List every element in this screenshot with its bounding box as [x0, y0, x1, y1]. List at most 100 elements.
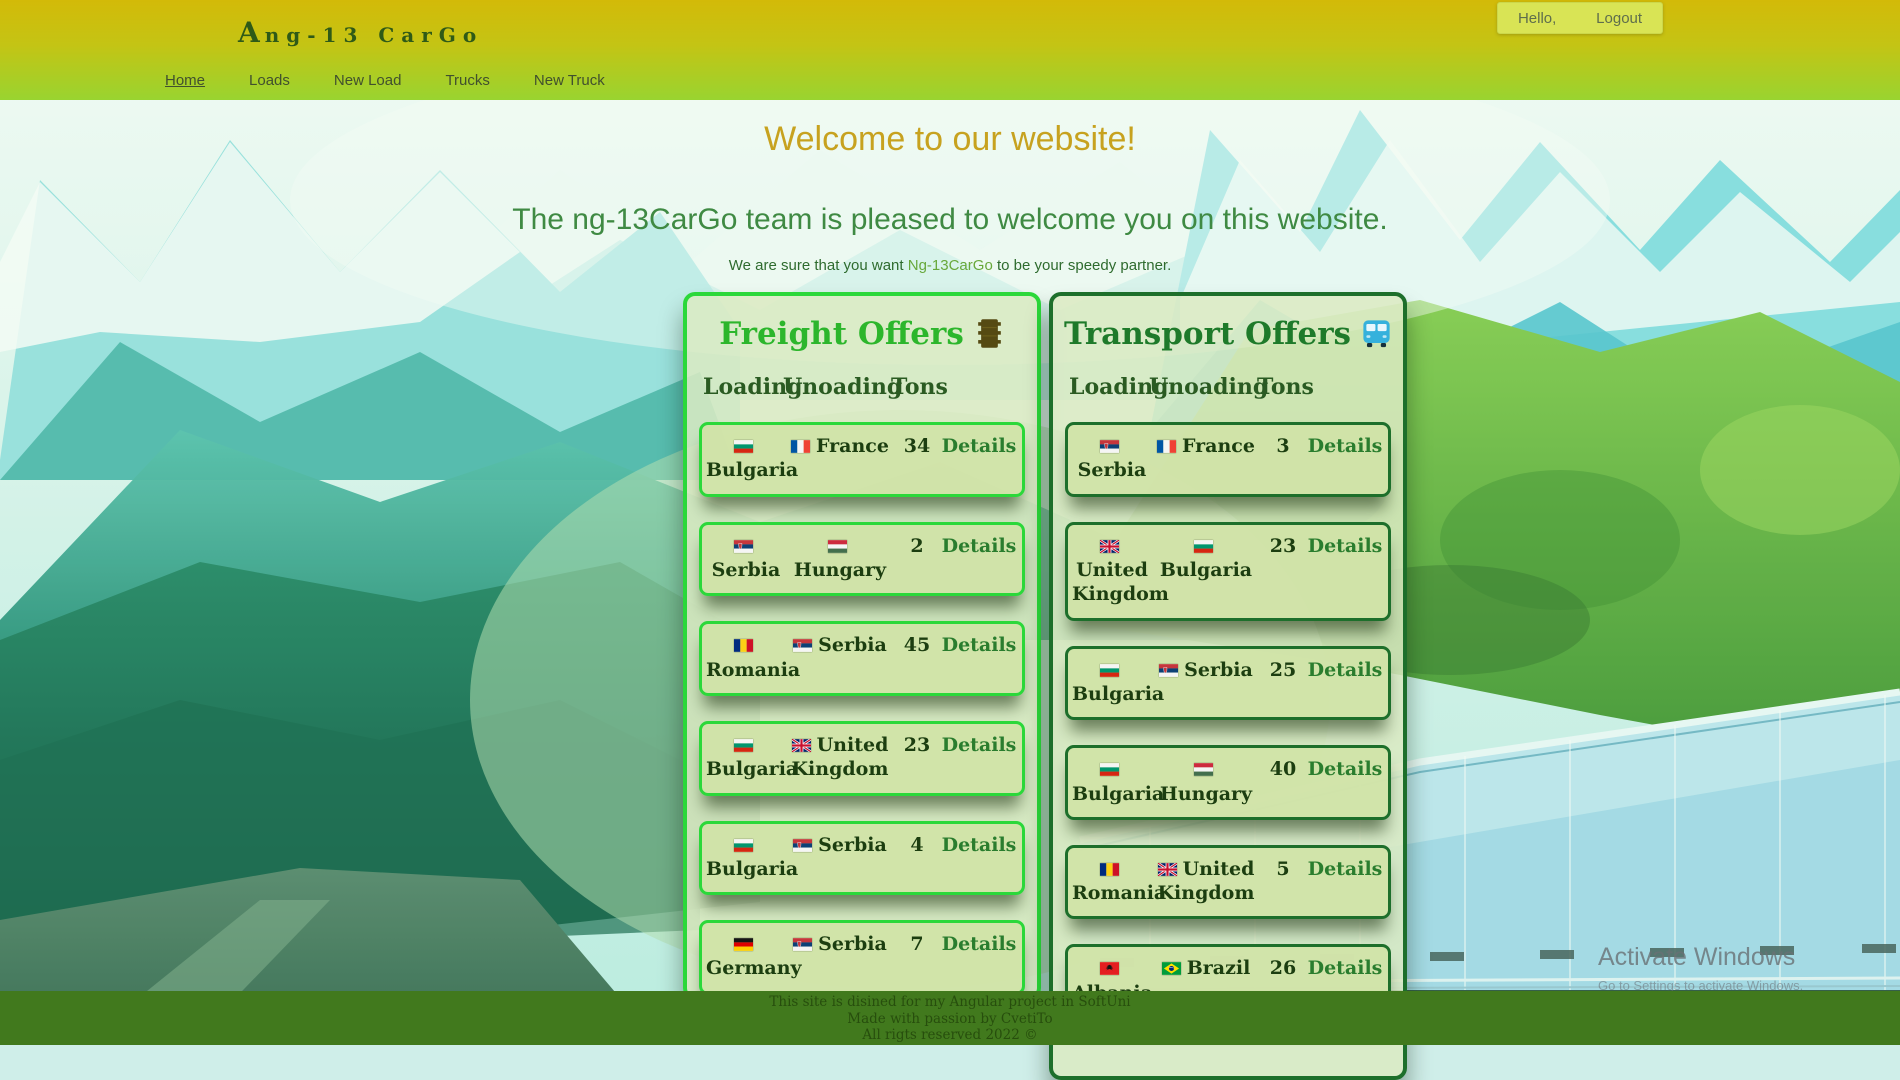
loading-country: Bulgaria	[706, 758, 799, 781]
transport-offers-panel: Transport Offers Loading Unoading Tons S…	[1049, 292, 1407, 1080]
details-link[interactable]: Details	[941, 435, 1017, 457]
romania-flag-icon	[733, 639, 753, 653]
brazil-flag-icon	[1161, 962, 1181, 976]
france-flag-icon	[791, 440, 811, 453]
tons-value: 2	[910, 534, 924, 557]
bulgaria-flag-icon	[1099, 663, 1119, 677]
offer-row: Bulgaria France 34 Details	[699, 422, 1025, 497]
unloading-country: United Kingdom	[1157, 857, 1255, 905]
col-loading: Loading	[1069, 374, 1169, 400]
freight-offers-panel: Freight Offers Loading Unoading Tons Bul…	[683, 292, 1041, 1000]
details-link[interactable]: Details	[1307, 658, 1383, 681]
tagline-suffix: to be your speedy partner.	[996, 257, 1172, 274]
details-link[interactable]: Details	[1307, 758, 1383, 781]
loading-country: Serbia	[1077, 459, 1147, 482]
offer-row: United Kingdom Bulgaria 23 Details	[1065, 521, 1391, 621]
hero-subtitle: The ng-13CarGo team is pleased to welcom…	[512, 203, 1388, 236]
nav-item-home[interactable]: Home	[165, 72, 206, 89]
tons-value: 23	[1269, 534, 1297, 557]
bulgaria-flag-icon	[733, 838, 753, 852]
watermark-line-1: Activate Windows	[1598, 943, 1796, 971]
loading-country: Bulgaria	[706, 857, 799, 880]
footer-line-3: All rigts reserved 2022 ©	[862, 1027, 1038, 1043]
column-headers: Loading Unoading Tons	[687, 374, 1037, 400]
hero-title: Welcome to our website!	[764, 120, 1136, 158]
unloading-cell: Brazil	[1152, 956, 1260, 1005]
brand-link[interactable]: Ng-13CarGo	[907, 257, 993, 274]
unloading-country: Bulgaria	[1159, 558, 1253, 581]
freight-rows: Bulgaria France 34 Details Serbia Hungar…	[687, 422, 1037, 995]
offer-row: Bulgaria Serbia 4 Details	[699, 820, 1025, 896]
unloading-country: France	[1182, 435, 1255, 457]
tagline-prefix: We are sure that you want	[728, 257, 904, 274]
offer-row: Germany Serbia 7 Details	[699, 920, 1025, 995]
col-tons: Tons	[1257, 374, 1314, 400]
uk-flag-icon	[1099, 539, 1119, 553]
unloading-country: Serbia	[818, 634, 887, 657]
panel-title-text: Freight Offers	[719, 316, 964, 352]
footer-line-1: This site is disined for my Angular proj…	[769, 994, 1131, 1010]
loading-country: United Kingdom	[1072, 558, 1169, 606]
tons-value: 4	[910, 833, 924, 856]
activate-windows-watermark: Activate Windows Go to Settings to activ…	[1598, 943, 1803, 993]
column-headers: Loading Unoading Tons	[1053, 374, 1403, 400]
loading-country: Romania	[706, 658, 801, 681]
details-link[interactable]: Details	[1307, 857, 1383, 880]
tons-value: 45	[903, 634, 931, 657]
loading-country: Serbia	[711, 558, 781, 581]
unloading-cell: France	[1152, 434, 1260, 483]
loading-cell: Bulgaria	[1072, 757, 1164, 806]
tons-value: 34	[903, 435, 931, 457]
logo[interactable]: Ang-13 CarGo	[238, 16, 483, 49]
unloading-country: Serbia	[1184, 658, 1253, 681]
bulgaria-flag-icon	[733, 440, 753, 453]
offer-row: Romania Serbia 45 Details	[699, 621, 1025, 696]
loading-cell: Bulgaria	[706, 733, 798, 782]
loading-country: Romania	[1072, 882, 1167, 905]
details-link[interactable]: Details	[941, 534, 1017, 557]
logout-button[interactable]: Logout	[1596, 9, 1643, 27]
details-link[interactable]: Details	[1307, 435, 1383, 457]
hungary-flag-icon	[1193, 763, 1213, 777]
logo-text: ng-13 CarGo	[264, 23, 484, 47]
unloading-cell: Hungary	[786, 534, 894, 583]
romania-flag-icon	[1099, 862, 1119, 876]
serbia-flag-icon	[793, 938, 813, 951]
unloading-cell: France	[786, 434, 894, 483]
details-link[interactable]: Details	[941, 634, 1017, 657]
site-header: Ang-13 CarGo Hello, Logout Home Loads Ne…	[0, 0, 1900, 100]
details-link[interactable]: Details	[1307, 957, 1383, 980]
unloading-cell: Hungary	[1152, 757, 1260, 806]
loading-cell: Romania	[1072, 857, 1166, 906]
bulgaria-flag-icon	[1193, 539, 1213, 553]
loading-cell: Serbia	[1072, 434, 1152, 483]
nav-item-new-load[interactable]: New Load	[333, 72, 402, 89]
nav-item-trucks[interactable]: Trucks	[445, 72, 490, 89]
loading-cell: Bulgaria	[1072, 658, 1164, 707]
tons-value: 26	[1269, 957, 1297, 980]
unloading-cell: Serbia	[786, 932, 894, 981]
details-link[interactable]: Details	[941, 733, 1017, 756]
serbia-flag-icon	[1159, 663, 1179, 677]
serbia-flag-icon	[793, 639, 813, 653]
offer-row: Bulgaria Hungary 40 Details	[1065, 745, 1391, 820]
main-nav: Home Loads New Load Trucks New Truck	[165, 72, 605, 89]
details-link[interactable]: Details	[1307, 534, 1383, 557]
details-link[interactable]: Details	[941, 933, 1017, 956]
unloading-country: Hungary	[1159, 782, 1253, 805]
loading-cell: Romania	[706, 633, 800, 682]
unloading-cell: United Kingdom	[786, 733, 894, 782]
unloading-cell: Serbia	[786, 633, 894, 682]
loading-country: Bulgaria	[1072, 682, 1165, 705]
transport-panel-title: Transport Offers	[1053, 316, 1403, 352]
nav-item-new-truck[interactable]: New Truck	[533, 72, 605, 89]
nav-item-loads[interactable]: Loads	[249, 72, 290, 89]
col-unloading: Unoading	[783, 374, 903, 400]
france-flag-icon	[1157, 440, 1177, 453]
unloading-country: United Kingdom	[791, 733, 889, 781]
tons-value: 7	[910, 933, 924, 956]
watermark-line-2: Go to Settings to activate Windows.	[1598, 978, 1804, 993]
tons-value: 3	[1276, 435, 1290, 457]
loading-country: Bulgaria	[706, 459, 799, 482]
details-link[interactable]: Details	[941, 833, 1017, 856]
